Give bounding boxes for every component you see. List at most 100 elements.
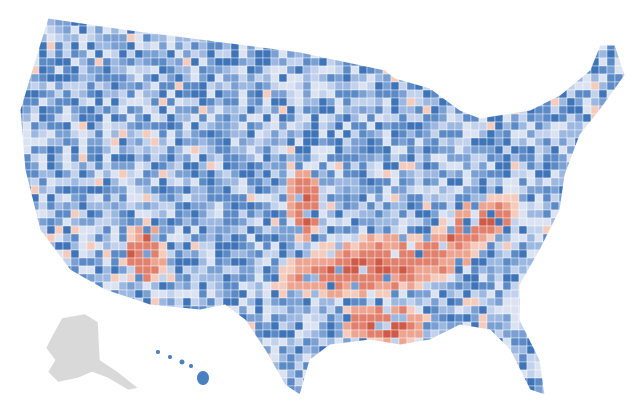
county <box>534 18 544 19</box>
county <box>95 402 103 410</box>
county <box>102 137 112 147</box>
county <box>374 137 384 147</box>
county <box>558 377 568 387</box>
county <box>374 113 384 123</box>
county <box>118 41 128 51</box>
county <box>598 329 608 339</box>
county <box>198 289 208 299</box>
county <box>198 345 208 355</box>
county <box>502 18 512 27</box>
county <box>166 25 176 35</box>
county <box>142 161 152 171</box>
county <box>430 18 440 27</box>
county <box>174 209 184 219</box>
county <box>182 169 192 179</box>
county <box>550 201 560 211</box>
county <box>23 402 31 410</box>
county <box>334 153 344 163</box>
county <box>310 145 320 155</box>
county <box>614 225 624 235</box>
county <box>102 393 112 395</box>
county <box>70 257 80 267</box>
county <box>574 217 584 227</box>
county <box>350 329 360 339</box>
county <box>294 201 304 211</box>
county <box>430 257 440 267</box>
county <box>430 361 440 371</box>
county <box>230 329 240 339</box>
county <box>382 209 392 219</box>
county <box>606 321 616 331</box>
county <box>478 161 488 171</box>
county <box>174 249 184 259</box>
county <box>158 249 168 259</box>
county <box>278 145 288 155</box>
county <box>462 49 472 59</box>
county <box>54 217 64 227</box>
county <box>470 393 480 395</box>
county <box>390 41 400 51</box>
county <box>222 153 232 163</box>
county <box>438 281 448 291</box>
county <box>254 129 264 139</box>
county <box>550 289 560 299</box>
county <box>406 233 416 243</box>
county <box>462 369 472 379</box>
county <box>126 89 136 99</box>
county <box>590 73 600 83</box>
county <box>342 393 352 395</box>
county <box>358 233 368 243</box>
county <box>534 329 544 339</box>
county <box>430 121 440 131</box>
county <box>86 249 96 259</box>
county <box>222 361 232 371</box>
county <box>142 329 152 339</box>
county <box>598 241 608 251</box>
county <box>238 369 248 379</box>
county <box>110 161 120 171</box>
county <box>238 121 248 131</box>
county <box>510 137 520 147</box>
county <box>558 273 568 283</box>
county <box>126 81 136 91</box>
county <box>606 217 616 227</box>
county <box>294 113 304 123</box>
county <box>78 121 88 131</box>
county <box>598 201 608 211</box>
county <box>438 353 448 363</box>
county <box>246 129 256 139</box>
county <box>302 201 312 211</box>
county <box>20 137 24 147</box>
county <box>230 49 240 59</box>
county <box>358 161 368 171</box>
county <box>246 281 256 291</box>
county <box>598 185 608 195</box>
county <box>190 18 200 19</box>
county <box>502 369 512 379</box>
county <box>534 289 544 299</box>
county <box>494 265 504 275</box>
county <box>20 18 24 27</box>
county <box>502 241 512 251</box>
county <box>215 402 223 410</box>
county <box>118 49 128 59</box>
county <box>206 18 216 27</box>
county <box>510 18 520 27</box>
county <box>86 265 96 275</box>
county <box>390 313 400 323</box>
county <box>374 249 384 259</box>
county <box>414 361 424 371</box>
county <box>174 225 184 235</box>
county <box>222 113 232 123</box>
county <box>30 353 40 363</box>
county <box>262 241 272 251</box>
county <box>350 89 360 99</box>
county <box>398 313 408 323</box>
county <box>126 345 136 355</box>
county <box>518 18 528 27</box>
county <box>222 73 232 83</box>
county <box>94 233 104 243</box>
county <box>398 185 408 195</box>
county <box>558 329 568 339</box>
county <box>142 137 152 147</box>
